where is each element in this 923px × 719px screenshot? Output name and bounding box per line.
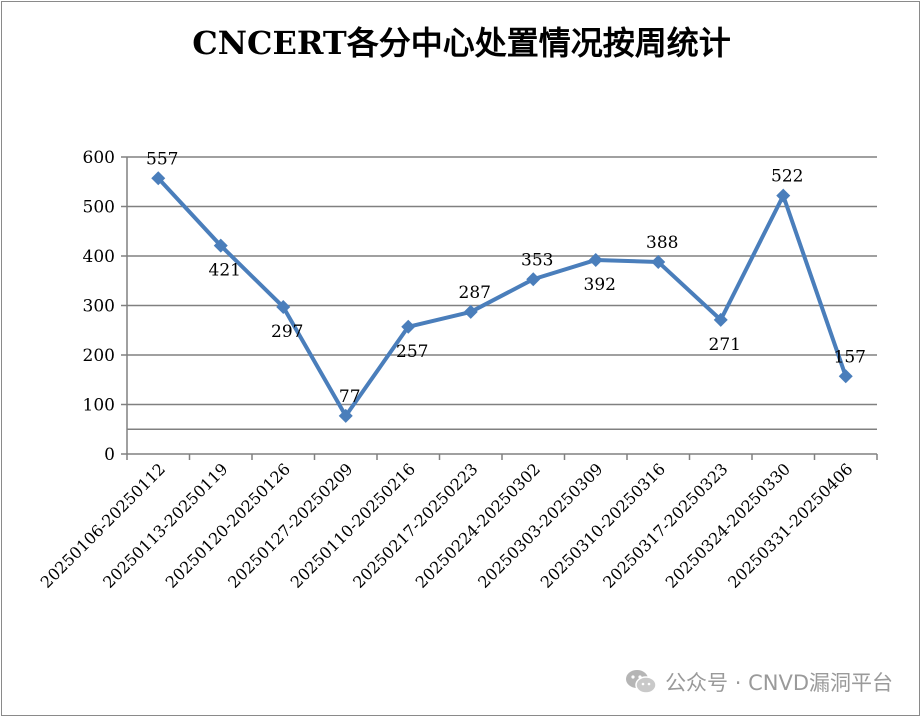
x-tick-label: 20250120-20250126 [162, 459, 294, 591]
y-tick-label: 400 [83, 247, 115, 267]
data-point [651, 254, 666, 269]
data-label: 388 [646, 233, 678, 253]
x-tick-label: 20250317-20250323 [599, 459, 731, 591]
data-point [838, 369, 853, 384]
y-tick-label: 100 [83, 396, 115, 416]
watermark-text: 公众号 · CNVD漏洞平台 [665, 671, 893, 695]
x-tick-label: 20250331-20250406 [724, 459, 856, 591]
y-tick-label: 600 [83, 148, 115, 168]
x-tick-label: 20250303-20250309 [474, 459, 606, 591]
data-point [151, 171, 166, 186]
data-label: 392 [584, 275, 616, 295]
x-tick-label: 20250217-20250223 [349, 459, 481, 591]
wechat-icon [626, 670, 657, 694]
series-line [156, 176, 848, 418]
data-point [401, 319, 416, 334]
data-point [588, 252, 603, 267]
y-tick-label: 300 [83, 297, 115, 317]
x-tick-label: 20250106-20250112 [37, 459, 169, 591]
data-label: 353 [521, 250, 553, 270]
x-tick-label: 20250224-20250302 [412, 459, 544, 591]
y-tick-label: 0 [104, 445, 115, 465]
data-label: 297 [271, 322, 303, 342]
data-point [776, 188, 791, 203]
data-label: 522 [771, 167, 803, 187]
data-label: 257 [396, 342, 428, 362]
data-point [276, 299, 291, 314]
chart-title: CNCERT各分中心处置情况按周统计 [192, 24, 731, 62]
data-label: 287 [459, 283, 491, 303]
data-point [463, 304, 478, 319]
data-label: 421 [209, 261, 241, 281]
x-tick-label: 20250324-20250330 [662, 459, 794, 591]
x-tick-label: 20250310-20250316 [537, 459, 669, 591]
y-tick-label: 500 [83, 198, 115, 218]
data-label: 77 [339, 387, 361, 407]
data-point [338, 408, 353, 423]
data-point [213, 238, 228, 253]
watermark: 公众号 · CNVD漏洞平台 [625, 667, 893, 697]
data-label: 157 [834, 347, 866, 367]
x-tick-label: 20250127-20250209 [224, 459, 356, 591]
y-tick-label: 200 [83, 346, 115, 366]
data-label: 271 [709, 335, 741, 355]
data-point [526, 272, 541, 287]
x-tick-label: 20250113-20250119 [99, 459, 231, 591]
x-tick-label: 20250110-20250216 [287, 459, 419, 591]
data-label: 557 [146, 149, 178, 169]
data-point [713, 312, 728, 327]
